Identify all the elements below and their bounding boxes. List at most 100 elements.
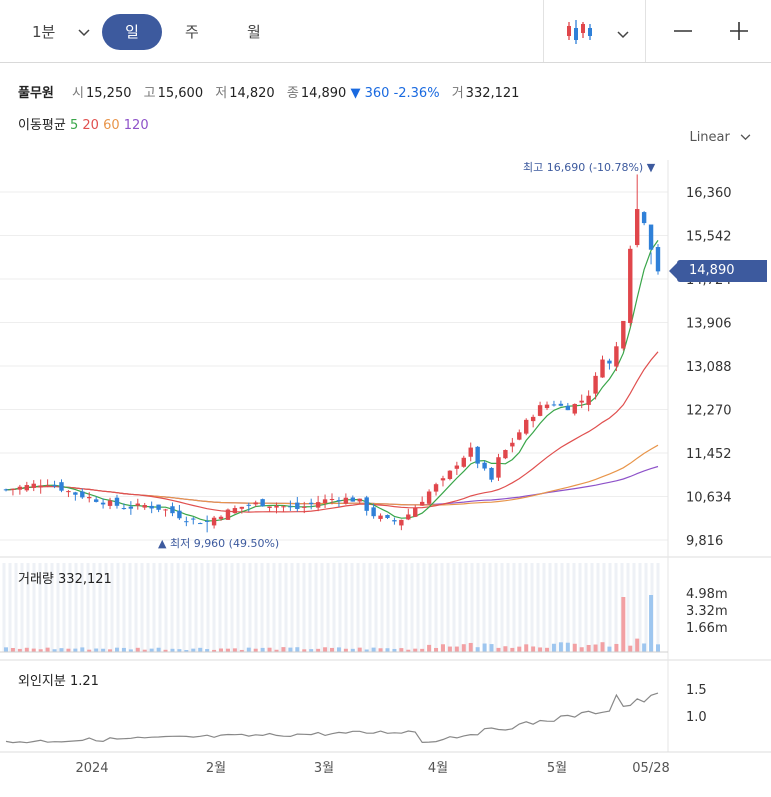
volume-bar [316,648,321,652]
volume-bar [482,643,487,652]
volume-bar [87,649,92,652]
candle [253,500,258,507]
candle [107,497,113,510]
candle-body [274,505,279,508]
candle [52,480,57,489]
candle-body [107,500,113,506]
ma-20: 20 [82,118,99,133]
candle-body [59,482,64,491]
candle [413,505,418,518]
open-label: 시 [72,86,84,101]
volume-tick-label: 4.98m [686,587,728,602]
volume-bar [427,644,432,652]
volume-bar [274,649,279,652]
volume-bar [4,647,8,652]
candle-body [66,491,71,493]
candle-body [128,506,134,509]
candle [593,372,598,400]
volume-bar [524,644,529,652]
candle-body [191,518,196,520]
candle [239,506,245,514]
candle-body [530,416,536,422]
volume-bar [239,649,244,652]
period-day-tab[interactable]: 일 [102,14,162,50]
volume-bar [607,646,612,652]
volume-bar [170,648,175,652]
candle-body [482,462,487,469]
volume-bar [510,647,515,652]
candle [177,504,182,520]
volume-bar [267,647,272,652]
price-tick-label: 10,634 [686,491,732,506]
candle-body [45,485,50,487]
candle-body [170,506,175,514]
candle-body [364,497,369,511]
ma-legend[interactable]: 이동평균 5 20 60 120 [18,114,149,133]
candlestick-icon [564,18,594,50]
price-tick-label: 12,270 [686,404,732,419]
volume-bar [350,648,355,652]
candle-body [440,478,446,481]
volume-bar [31,648,36,652]
candle [586,390,591,412]
candle-body [52,485,57,487]
candle-body [253,502,258,505]
open-value: 15,250 [86,86,132,101]
candle [343,493,349,505]
candle-body [225,509,231,520]
candle-body [343,497,349,504]
zoom-out-button[interactable] [672,20,700,44]
candle-body [3,489,9,491]
volume-bar [586,644,591,652]
volume-bar [10,647,15,652]
candle [322,494,328,509]
volume-bar [128,649,133,652]
candle [315,495,321,512]
candle [614,341,619,372]
candle-body [308,502,314,505]
volume-bar [357,647,362,652]
candle-body [135,503,140,506]
volume-bar [392,648,397,652]
candle-body [475,446,480,464]
chevron-down-icon [740,130,751,145]
scale-mode-select[interactable]: Linear [689,130,751,145]
zoom-in-button[interactable] [728,20,756,44]
candle-body [433,484,439,492]
candle-body [302,506,307,508]
volume-bar [635,638,640,652]
candle-body [350,497,356,502]
volume-bar [59,648,64,652]
price-tick-label: 13,088 [686,360,732,375]
high-marker: 최고 16,690 (-10.78%) ▼ [523,161,656,174]
candle-body [322,499,328,504]
candle-body [489,467,494,480]
candle [24,481,30,492]
volume-bar [628,645,633,652]
chart-type-button[interactable] [560,14,640,50]
period-month-tab[interactable]: 월 [247,23,261,41]
candle-body [399,519,404,526]
candle [128,501,134,515]
candle [267,506,272,512]
volume-bar [461,644,466,652]
candle-body [204,520,210,522]
volume-bar [281,647,286,652]
period-week-tab[interactable]: 주 [185,23,199,41]
volume-bar [517,646,522,652]
volume-bar [475,647,480,652]
volume-bar [413,648,418,652]
volume-bar [212,649,217,652]
candle-body [260,499,265,507]
candle [142,502,147,510]
x-tick-label: 2024 [75,761,108,776]
foreign-panel-value: 1.21 [69,674,99,689]
close-value: 14,890 [300,86,347,101]
price-tick-label: 11,452 [686,447,732,462]
candle-body [524,419,529,434]
candle [607,358,612,370]
change-pct: -2.36% [393,86,440,101]
interval-select[interactable]: 1분 [32,14,90,50]
candle [184,516,189,527]
